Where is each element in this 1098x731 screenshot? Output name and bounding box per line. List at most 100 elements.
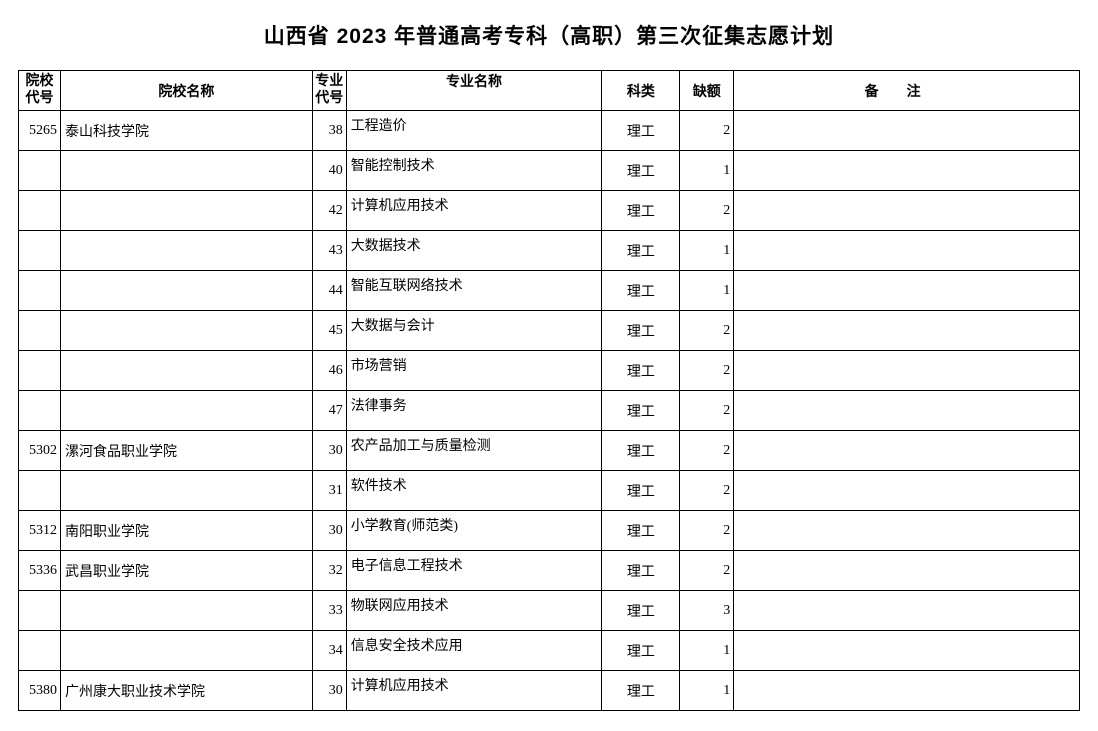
cell-major-code: 43	[312, 231, 346, 271]
cell-major-code: 44	[312, 271, 346, 311]
cell-school-name	[60, 471, 312, 511]
cell-school-code	[19, 151, 61, 191]
cell-category: 理工	[602, 471, 680, 511]
cell-vacancy: 1	[680, 631, 734, 671]
cell-category: 理工	[602, 231, 680, 271]
cell-category: 理工	[602, 431, 680, 471]
table-row: 47法律事务理工2	[19, 391, 1080, 431]
cell-remark	[734, 631, 1080, 671]
cell-major-code: 32	[312, 551, 346, 591]
cell-major-code: 30	[312, 511, 346, 551]
cell-major-name: 电子信息工程技术	[346, 551, 602, 591]
table-row: 40智能控制技术理工1	[19, 151, 1080, 191]
cell-remark	[734, 591, 1080, 631]
cell-major-name: 大数据技术	[346, 231, 602, 271]
cell-school-name: 南阳职业学院	[60, 511, 312, 551]
table-row: 31软件技术理工2	[19, 471, 1080, 511]
cell-major-code: 34	[312, 631, 346, 671]
cell-category: 理工	[602, 511, 680, 551]
cell-vacancy: 2	[680, 311, 734, 351]
cell-school-code	[19, 631, 61, 671]
cell-major-name: 物联网应用技术	[346, 591, 602, 631]
cell-major-code: 30	[312, 671, 346, 711]
cell-remark	[734, 191, 1080, 231]
table-row: 44智能互联网络技术理工1	[19, 271, 1080, 311]
cell-school-name	[60, 351, 312, 391]
cell-major-code: 33	[312, 591, 346, 631]
cell-category: 理工	[602, 631, 680, 671]
header-school-name: 院校名称	[60, 71, 312, 111]
cell-major-code: 38	[312, 111, 346, 151]
cell-major-code: 40	[312, 151, 346, 191]
admission-plan-table: 院校代号 院校名称 专业代号 专业名称 科类 缺额 备注 5265泰山科技学院3…	[18, 70, 1080, 711]
cell-school-name	[60, 311, 312, 351]
cell-category: 理工	[602, 151, 680, 191]
cell-major-name: 智能控制技术	[346, 151, 602, 191]
cell-school-name: 泰山科技学院	[60, 111, 312, 151]
cell-remark	[734, 111, 1080, 151]
cell-remark	[734, 431, 1080, 471]
cell-vacancy: 2	[680, 391, 734, 431]
header-category: 科类	[602, 71, 680, 111]
cell-remark	[734, 391, 1080, 431]
cell-major-code: 45	[312, 311, 346, 351]
cell-school-code	[19, 391, 61, 431]
cell-major-name: 法律事务	[346, 391, 602, 431]
table-row: 34信息安全技术应用理工1	[19, 631, 1080, 671]
cell-school-name	[60, 591, 312, 631]
cell-school-name	[60, 151, 312, 191]
table-row: 5265泰山科技学院38工程造价理工2	[19, 111, 1080, 151]
cell-vacancy: 2	[680, 111, 734, 151]
cell-vacancy: 1	[680, 151, 734, 191]
cell-major-code: 31	[312, 471, 346, 511]
cell-major-code: 42	[312, 191, 346, 231]
table-row: 33物联网应用技术理工3	[19, 591, 1080, 631]
cell-major-name: 工程造价	[346, 111, 602, 151]
cell-vacancy: 2	[680, 511, 734, 551]
cell-category: 理工	[602, 671, 680, 711]
cell-category: 理工	[602, 271, 680, 311]
table-body: 5265泰山科技学院38工程造价理工240智能控制技术理工142计算机应用技术理…	[19, 111, 1080, 711]
cell-school-code: 5380	[19, 671, 61, 711]
cell-school-name	[60, 391, 312, 431]
cell-school-code: 5265	[19, 111, 61, 151]
cell-vacancy: 1	[680, 271, 734, 311]
cell-vacancy: 3	[680, 591, 734, 631]
cell-category: 理工	[602, 191, 680, 231]
cell-school-code: 5312	[19, 511, 61, 551]
cell-vacancy: 2	[680, 191, 734, 231]
cell-major-name: 大数据与会计	[346, 311, 602, 351]
cell-remark	[734, 311, 1080, 351]
cell-major-name: 软件技术	[346, 471, 602, 511]
cell-major-name: 小学教育(师范类)	[346, 511, 602, 551]
header-major-name: 专业名称	[346, 71, 602, 111]
cell-school-code	[19, 471, 61, 511]
cell-major-code: 46	[312, 351, 346, 391]
table-row: 45大数据与会计理工2	[19, 311, 1080, 351]
cell-category: 理工	[602, 311, 680, 351]
cell-remark	[734, 151, 1080, 191]
table-row: 5302漯河食品职业学院30农产品加工与质量检测理工2	[19, 431, 1080, 471]
cell-category: 理工	[602, 551, 680, 591]
cell-school-code	[19, 231, 61, 271]
cell-school-name: 武昌职业学院	[60, 551, 312, 591]
table-row: 5380广州康大职业技术学院30计算机应用技术理工1	[19, 671, 1080, 711]
cell-vacancy: 2	[680, 431, 734, 471]
table-row: 5312南阳职业学院30小学教育(师范类)理工2	[19, 511, 1080, 551]
header-vacancy: 缺额	[680, 71, 734, 111]
table-header-row: 院校代号 院校名称 专业代号 专业名称 科类 缺额 备注	[19, 71, 1080, 111]
cell-school-code: 5336	[19, 551, 61, 591]
cell-school-name	[60, 231, 312, 271]
cell-category: 理工	[602, 351, 680, 391]
cell-major-name: 信息安全技术应用	[346, 631, 602, 671]
cell-remark	[734, 231, 1080, 271]
cell-major-name: 市场营销	[346, 351, 602, 391]
cell-vacancy: 2	[680, 551, 734, 591]
header-major-code: 专业代号	[312, 71, 346, 111]
cell-vacancy: 2	[680, 471, 734, 511]
cell-school-code	[19, 191, 61, 231]
cell-remark	[734, 471, 1080, 511]
cell-category: 理工	[602, 591, 680, 631]
cell-remark	[734, 511, 1080, 551]
page-title: 山西省 2023 年普通高考专科（高职）第三次征集志愿计划	[18, 20, 1080, 50]
